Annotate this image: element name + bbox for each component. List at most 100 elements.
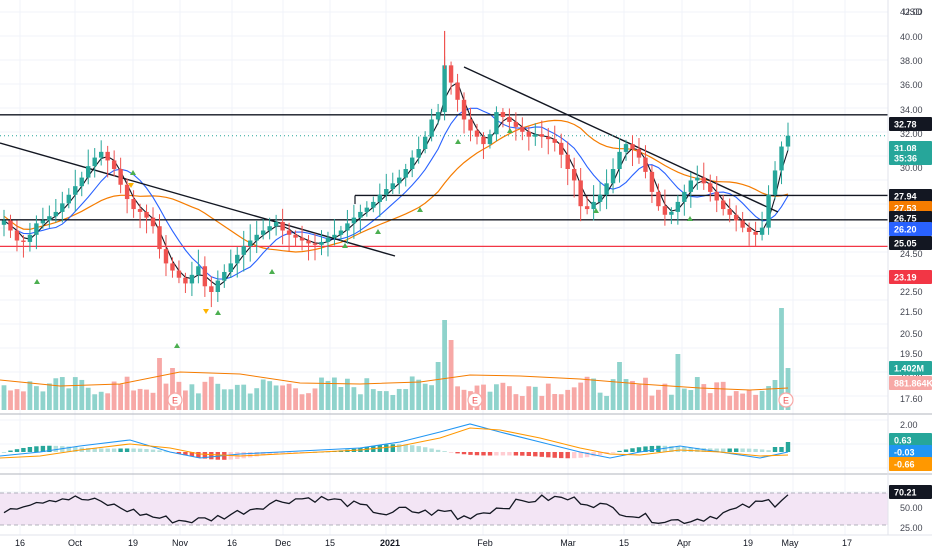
rsi-line: [3, 494, 789, 525]
price-badge-text: -0.03: [894, 448, 915, 458]
candle-body: [649, 171, 655, 192]
volume-bar: [623, 379, 629, 410]
candle-body: [571, 169, 577, 181]
macd-hist-bar: [785, 442, 791, 452]
volume-bar: [422, 383, 428, 410]
time-axis-label: Apr: [677, 538, 691, 548]
candle-body: [34, 223, 39, 235]
candle-body: [682, 191, 687, 202]
macd-hist-bar: [397, 444, 402, 452]
candle-body: [325, 237, 331, 242]
macd-hist-bar: [189, 452, 195, 457]
candle-body: [766, 194, 771, 228]
price-badge-text: 35:36: [894, 154, 917, 164]
candle-body: [604, 183, 609, 195]
volume-bar: [591, 378, 596, 410]
volume-bar: [519, 395, 525, 410]
volume-bar: [571, 387, 577, 410]
macd-hist-bar: [474, 452, 480, 456]
volume-bar: [221, 389, 227, 410]
volume-bar: [565, 389, 571, 410]
candle-body: [597, 194, 603, 202]
volume-bar: [759, 390, 765, 410]
earnings-label: E: [172, 396, 178, 406]
volume-bar: [494, 384, 499, 410]
macd-hist-bar: [487, 452, 493, 456]
macd-hist-bar: [27, 447, 33, 452]
time-axis-label: Feb: [477, 538, 493, 548]
candle-body: [455, 82, 460, 100]
macd-hist-bar: [578, 452, 583, 458]
price-badge-macd-signal-value: -0.66: [889, 457, 932, 471]
candle-body: [92, 157, 97, 167]
candle-body: [345, 223, 350, 231]
candle-body: [617, 151, 622, 170]
volume-bar: [526, 386, 532, 410]
ma-slow-line: [3, 119, 789, 253]
price-badge-macd-line-value: -0.03: [889, 445, 932, 459]
volume-bar: [597, 392, 603, 410]
candle-body: [222, 271, 227, 281]
macd-hist-bar: [293, 452, 298, 453]
macd-hist-bar: [34, 446, 39, 452]
candle-body: [79, 177, 84, 187]
price-tick-label: 34.00: [900, 105, 923, 115]
macd-hist-bar: [610, 452, 616, 453]
volume-bar: [21, 391, 26, 410]
candle-body: [656, 191, 661, 207]
volume-bar: [617, 362, 622, 410]
time-axis-label: Mar: [560, 538, 576, 548]
candle-body: [448, 65, 454, 83]
volume-bar: [461, 389, 467, 410]
candle-body: [150, 217, 156, 227]
macd-hist-bar: [144, 449, 149, 452]
volume-bar: [649, 395, 655, 410]
candle-body: [202, 266, 208, 287]
volume-bar: [8, 390, 13, 410]
macd-hist-bar: [111, 448, 117, 452]
earnings-icon: [167, 392, 183, 408]
macd-hist-bar: [500, 452, 506, 456]
candle-body: [539, 134, 544, 137]
candle-body: [494, 112, 499, 135]
volume-bar: [183, 390, 188, 410]
volume-bar: [707, 393, 713, 410]
buy-signal-icon: [342, 243, 348, 248]
macd-hist-bar: [92, 448, 97, 452]
macd-hist-bar: [435, 449, 441, 452]
volume-bar: [234, 384, 240, 410]
macd-hist-bar: [273, 452, 279, 454]
earnings-marker: E: [778, 392, 794, 408]
volume-bar: [688, 390, 694, 410]
volume-bar: [558, 394, 564, 410]
price-badge-volume-value: 1.402M: [889, 361, 932, 375]
time-axis-label: 19: [743, 538, 753, 548]
volume-bar: [66, 388, 72, 410]
earnings-icon: [467, 392, 483, 408]
currency-label: USD: [903, 7, 923, 17]
macd-hist-bar: [390, 444, 395, 452]
macd-hist-bar: [416, 446, 421, 452]
candle-body: [293, 234, 298, 238]
candle-body: [14, 230, 20, 241]
volume-bar: [442, 320, 447, 410]
candle-body: [740, 220, 745, 228]
macd-hist-bar: [423, 447, 428, 452]
volume-bar: [753, 394, 758, 410]
macd-hist-bar: [254, 452, 259, 457]
macd-hist-bar: [384, 444, 389, 452]
volume-bar: [669, 394, 674, 410]
macd-hist-bar: [565, 452, 570, 459]
volume-bar: [85, 387, 91, 410]
volume-bar: [416, 379, 422, 410]
candle-body: [215, 280, 221, 292]
earnings-icon: [778, 392, 794, 408]
candle-body: [27, 234, 33, 242]
candle-body: [753, 231, 758, 235]
price-badge-bg: [889, 270, 932, 284]
macd-hist-bar: [636, 447, 642, 452]
buy-signal-icon: [174, 343, 180, 348]
macd-hist-bar: [688, 447, 693, 452]
